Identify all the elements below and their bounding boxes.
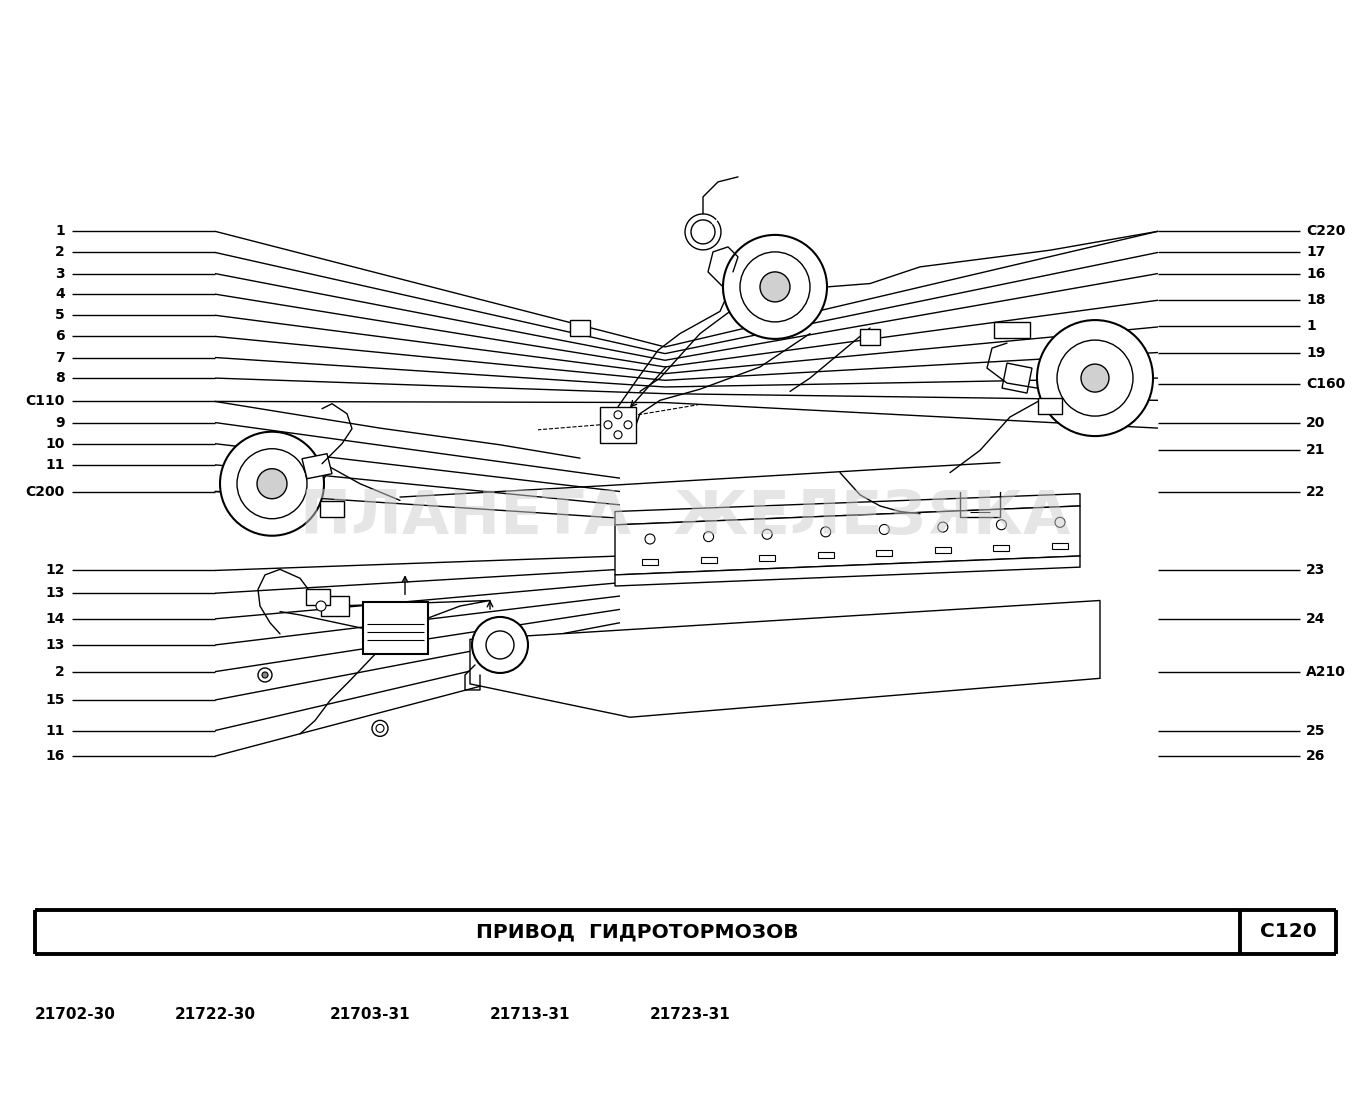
Text: 15: 15 [45, 693, 64, 707]
Text: C220: C220 [1307, 225, 1345, 238]
Text: 9: 9 [55, 416, 64, 429]
Text: 25: 25 [1307, 724, 1326, 737]
Text: 1: 1 [55, 225, 64, 238]
Bar [1038, 398, 1063, 414]
Text: 2: 2 [55, 246, 64, 259]
Text: 8: 8 [55, 371, 64, 385]
Circle shape [740, 252, 810, 321]
Polygon shape [616, 506, 1080, 575]
Text: 11: 11 [45, 724, 64, 737]
Text: 6: 6 [55, 329, 64, 344]
Circle shape [703, 532, 713, 542]
Polygon shape [470, 600, 1100, 717]
Circle shape [1057, 340, 1132, 416]
Bar [860, 329, 880, 345]
Circle shape [472, 617, 528, 673]
Polygon shape [616, 556, 1080, 586]
Circle shape [821, 527, 831, 537]
Bar [362, 603, 428, 654]
Circle shape [1036, 320, 1153, 436]
Text: C160: C160 [1307, 377, 1345, 390]
Circle shape [624, 420, 632, 429]
Text: 13: 13 [45, 638, 64, 652]
Text: 21: 21 [1307, 444, 1326, 457]
Text: 1: 1 [1307, 319, 1316, 334]
Text: 12: 12 [45, 564, 64, 577]
Bar [994, 545, 1009, 552]
Circle shape [485, 631, 514, 659]
Text: A210: A210 [1307, 665, 1346, 678]
Circle shape [376, 724, 384, 733]
Circle shape [614, 430, 622, 439]
Circle shape [723, 235, 827, 339]
Text: 3: 3 [55, 267, 64, 280]
Circle shape [760, 272, 790, 301]
Circle shape [1056, 517, 1065, 527]
Circle shape [614, 410, 622, 419]
Bar [319, 500, 344, 517]
Text: C120: C120 [1260, 922, 1316, 942]
Circle shape [219, 431, 324, 536]
Circle shape [237, 449, 307, 518]
Bar [817, 553, 834, 558]
Text: C110: C110 [26, 395, 64, 408]
Circle shape [258, 668, 271, 682]
Text: 19: 19 [1307, 346, 1326, 359]
Bar [994, 322, 1030, 338]
Text: 7: 7 [55, 350, 64, 365]
Circle shape [1080, 364, 1109, 393]
Circle shape [256, 469, 287, 498]
Text: 11: 11 [45, 458, 64, 471]
Polygon shape [616, 494, 1080, 525]
Circle shape [879, 525, 890, 535]
Circle shape [644, 534, 655, 544]
Text: 2: 2 [55, 665, 64, 678]
Bar [306, 589, 330, 605]
Text: 13: 13 [45, 586, 64, 600]
Bar [570, 320, 590, 336]
Text: C200: C200 [26, 485, 64, 498]
Text: 26: 26 [1307, 749, 1326, 763]
Text: 4: 4 [55, 287, 64, 301]
Text: 23: 23 [1307, 564, 1326, 577]
Text: 24: 24 [1307, 612, 1326, 626]
Text: 10: 10 [45, 437, 64, 450]
Bar [642, 559, 658, 565]
Text: 16: 16 [45, 749, 64, 763]
Text: ПЛАНЕТА  ЖЕЛЕЗЯКА: ПЛАНЕТА ЖЕЛЕЗЯКА [300, 487, 1071, 547]
Circle shape [605, 420, 611, 429]
Polygon shape [1002, 364, 1032, 393]
Bar [1052, 543, 1068, 548]
Text: ПРИВОД  ГИДРОТОРМОЗОВ: ПРИВОД ГИДРОТОРМОЗОВ [476, 922, 799, 942]
Circle shape [315, 602, 326, 610]
Text: 16: 16 [1307, 267, 1326, 280]
Bar [321, 596, 350, 616]
Circle shape [262, 672, 267, 678]
Text: 21713-31: 21713-31 [489, 1006, 570, 1022]
Text: 17: 17 [1307, 246, 1326, 259]
Text: 20: 20 [1307, 416, 1326, 429]
Bar [760, 555, 775, 560]
Circle shape [762, 529, 772, 539]
Text: 21703-31: 21703-31 [330, 1006, 411, 1022]
Circle shape [997, 519, 1006, 529]
Bar [935, 547, 951, 554]
Circle shape [372, 721, 388, 736]
Text: 5: 5 [55, 308, 64, 322]
Text: 21702-30: 21702-30 [36, 1006, 117, 1022]
Bar [600, 407, 636, 443]
Polygon shape [302, 454, 332, 479]
Text: 18: 18 [1307, 294, 1326, 307]
Bar [876, 549, 893, 556]
Text: 14: 14 [45, 612, 64, 626]
Text: 21723-31: 21723-31 [650, 1006, 731, 1022]
Bar [701, 557, 717, 563]
Text: 21722-30: 21722-30 [175, 1006, 256, 1022]
Circle shape [938, 523, 947, 533]
Text: 22: 22 [1307, 485, 1326, 498]
